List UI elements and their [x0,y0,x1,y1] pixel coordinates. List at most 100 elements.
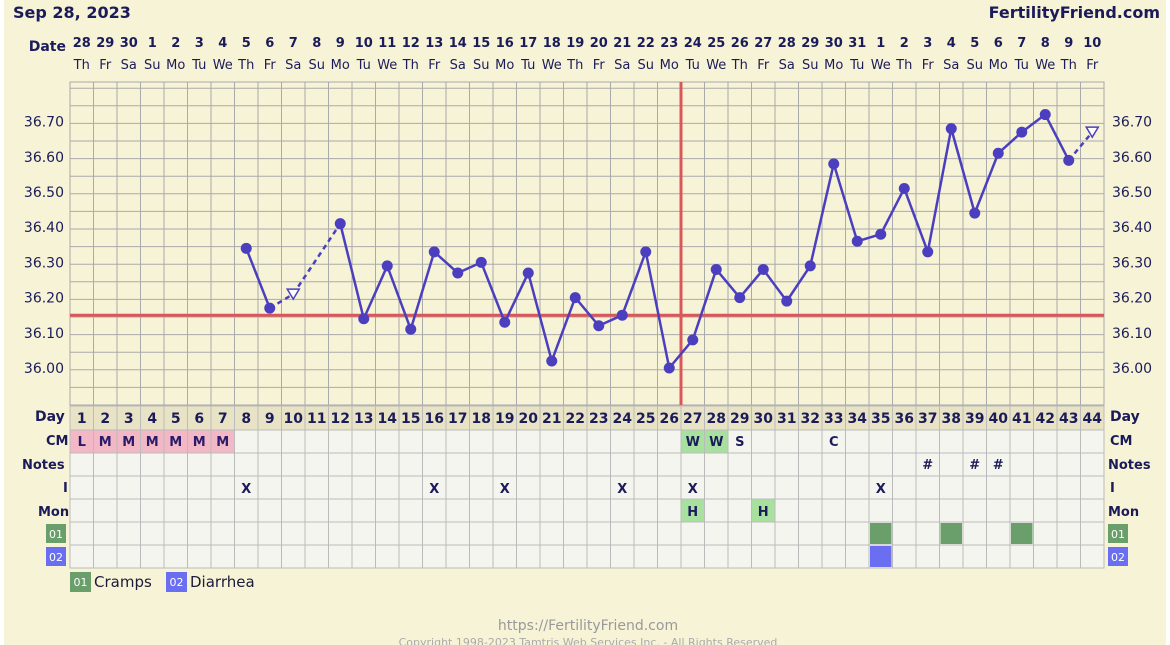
temperature-point [616,309,628,321]
day-number: 10 [284,411,304,427]
day-number: 5 [171,411,181,427]
mon-row-cell [868,498,893,523]
day-number: 38 [942,411,961,427]
notes-row-cell [610,452,635,477]
mon-row-cell [915,498,940,523]
notes-row-cell [422,452,447,477]
note-marker: # [969,458,980,473]
mon-row-cell [281,498,306,523]
date-label: 6 [994,36,1003,51]
date-label: 3 [923,36,932,51]
date-label: 9 [1064,36,1073,51]
mon-row-cell [727,498,752,523]
date-label: 15 [472,36,490,51]
diarrhea-row-cell [1080,544,1105,569]
cm-row-cell [868,429,893,454]
diarrhea-row-cell [69,544,94,569]
y-tick-label: 36.70 [1112,115,1152,131]
cm-row-cell [939,429,964,454]
weekday-label: We [706,58,726,73]
temperature-segment [1044,113,1070,161]
date-label: 22 [637,36,655,51]
cramps-row-cell [586,521,611,546]
weekday-label: We [1035,58,1055,73]
diarrhea-row-cell [210,544,235,569]
mon-row-cell [69,498,94,523]
notes-row-cell [445,452,470,477]
temperature-point [264,302,276,314]
temperature-point [875,228,887,240]
date-label: 26 [731,36,749,51]
mon-row-label-right: Mon [1108,505,1139,520]
footer-copyright: Copyright 1998-2023 Tamtris Web Services… [399,636,778,645]
temperature-point [405,323,417,335]
mon-row-cell [939,498,964,523]
notes-row-cell [1080,452,1105,477]
diarrhea-row-cell [234,544,259,569]
date-label: 11 [378,36,396,51]
cramps-row-cell [986,521,1011,546]
day-number: 3 [124,411,134,427]
weekday-labels: Th Fr Sa Su Mo Tu We Th Fr Sa Su Mo Tu We Th Fr Sa Su Mo Tu… [73,58,1099,73]
temperature-point [593,320,605,332]
date-label: 23 [660,36,678,51]
notes-row-cell [210,452,235,477]
mon-row-cell [845,498,870,523]
temperature-segment [715,268,741,299]
day-number: 20 [519,411,539,427]
y-tick-label: 36.50 [1112,185,1152,201]
notes-row-cell [563,452,588,477]
day-number: 13 [354,411,373,427]
i-row-cell [210,475,235,500]
temperature-point [240,242,252,254]
weekday-label: Mo [660,58,679,73]
notes-row-cell [774,452,799,477]
mon-row-cell [1009,498,1034,523]
mon-row-cell [516,498,541,523]
day-number: 2 [100,411,110,427]
mon-row-cell [116,498,141,523]
temperature-point [522,267,534,279]
date-label: 10 [355,36,373,51]
cm-row-cell [375,429,400,454]
diarrhea-row-cell [774,544,799,569]
mon-row-cell [821,498,846,523]
day-number: 34 [848,411,868,427]
i-row-cell [657,475,682,500]
diarrhea-row-cell [281,544,306,569]
cramps-row-cell [704,521,729,546]
mon-row-cell [398,498,423,523]
day-number: 43 [1059,411,1078,427]
temperature-point [687,334,699,346]
cm-row-cell [1056,429,1081,454]
notes-row-cell [821,452,846,477]
cm-row-cell [798,429,823,454]
data-rows: 1 2 3 4 5 6 7 8 9 10 11 12 13 14 15 16 17 18 19 20 21 22 23 24 2… [46,405,1128,569]
weekday-label: Fr [757,58,770,73]
mon-row-cell [798,498,823,523]
day-number: 16 [425,411,444,427]
diarrhea-row-cell [657,544,682,569]
cm-value: M [99,435,112,450]
day-number: 12 [331,411,350,427]
notes-row-cell [633,452,658,477]
weekday-label: Th [731,58,748,73]
temperature-segment [550,297,577,362]
diarrhea-row-cell [892,544,917,569]
notes-row-label-right: Notes [1108,458,1151,473]
cramps-row-cell [328,521,353,546]
date-label: 17 [519,36,537,51]
cramps-row-cell [398,521,423,546]
diarrhea-row-cell [140,544,165,569]
cramps-row-cell [610,521,635,546]
cramps-row-cell [469,521,494,546]
date-label: 10 [1083,36,1101,51]
temperature-point [898,182,910,194]
temperature-point [734,292,746,304]
temperature-point-open [285,288,301,301]
day-number: 8 [241,411,251,427]
i-row-cell [821,475,846,500]
y-tick-label: 36.30 [24,255,64,271]
temperature-point [358,313,370,325]
